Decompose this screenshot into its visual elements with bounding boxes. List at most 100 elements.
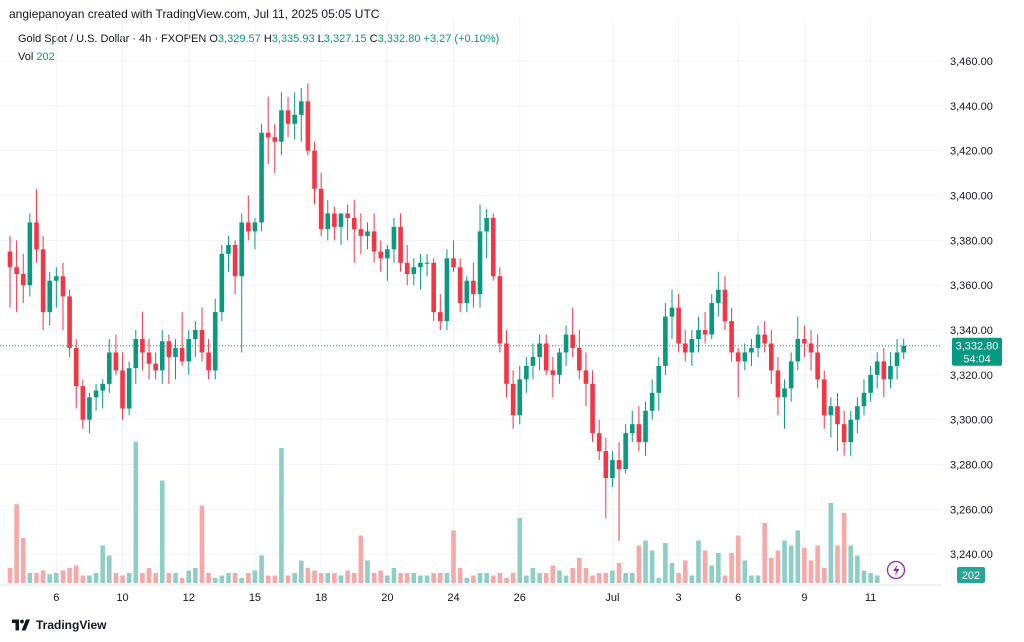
volume-bar (451, 530, 456, 583)
volume-bar (709, 565, 715, 583)
candle-body (570, 334, 575, 348)
candlestick (583, 352, 589, 407)
candlestick (689, 330, 695, 366)
volume-bar (279, 448, 284, 583)
candle-body (93, 390, 99, 398)
time-tick-label: 12 (183, 592, 195, 604)
candlestick (40, 235, 46, 331)
candlestick (140, 312, 145, 371)
candlestick (451, 240, 456, 272)
candlestick (596, 419, 602, 461)
volume-bar (669, 563, 675, 583)
candlestick (298, 87, 304, 142)
price-tick-label: 3,380.00 (950, 235, 993, 247)
price-tick-label: 3,360.00 (950, 280, 993, 292)
candlestick (550, 356, 556, 398)
volume-bar (524, 575, 529, 583)
tradingview-brand: TradingView (36, 618, 107, 632)
candlestick (265, 96, 271, 165)
price-tick-label: 3,440.00 (950, 101, 993, 113)
candle-body (663, 316, 668, 366)
candle-body (755, 334, 761, 348)
candlestick (411, 258, 417, 286)
candle-body (543, 343, 549, 371)
volume-bar (73, 565, 79, 583)
candle-body (378, 251, 384, 259)
volume-bar (371, 573, 377, 583)
candlestick (318, 173, 324, 236)
candle-body (808, 343, 814, 353)
candlestick (477, 204, 483, 308)
tradingview-logo-icon (12, 619, 30, 631)
candle-body (596, 433, 602, 452)
volume-bar (782, 540, 787, 583)
time-tick-label: 3 (676, 592, 682, 604)
volume-bar (821, 568, 827, 583)
volume-bar (510, 573, 516, 583)
candle-body (305, 101, 311, 151)
volume-bar (623, 573, 628, 583)
volume-bar (610, 570, 615, 583)
candlestick (821, 370, 827, 429)
candlestick (623, 424, 628, 474)
volume-bar (265, 575, 271, 583)
volume-bar (100, 545, 105, 583)
candlestick (616, 442, 622, 541)
volume-bar (166, 573, 172, 583)
volume-bar (543, 573, 549, 583)
candlestick (100, 379, 105, 409)
volume-bar (206, 573, 211, 583)
candle-body (855, 406, 860, 420)
candle-body (557, 352, 562, 375)
candle-body (616, 460, 622, 470)
volume-bar (874, 575, 880, 583)
candle-body (901, 345, 906, 353)
candlestick (497, 267, 503, 353)
candle-body (504, 343, 509, 384)
candle-body (603, 451, 609, 479)
candlestick (87, 392, 92, 434)
volume-bar (643, 540, 648, 583)
symbol-title[interactable]: Gold Spot / U.S. Dollar · 4h · FXOPEN (18, 33, 207, 45)
candle-body (193, 330, 198, 340)
candle-body (524, 365, 529, 380)
candle-body (775, 370, 781, 398)
candlestick (199, 307, 205, 362)
candlestick (272, 123, 278, 174)
candlestick (371, 213, 377, 263)
candle-body (477, 231, 483, 295)
candle-body (246, 222, 251, 232)
volume-bar (676, 573, 681, 583)
volume-bar (404, 573, 410, 583)
time-tick-label: 26 (514, 592, 526, 604)
candlestick (358, 213, 364, 254)
change-value: +3.27 (+0.10%) (423, 33, 500, 45)
candlestick (835, 392, 840, 452)
tradingview-footer[interactable]: TradingView (12, 618, 106, 632)
candle-body (365, 231, 370, 236)
candle-body (782, 388, 787, 398)
candlestick (351, 200, 357, 263)
high-value: 3,335.93 (271, 33, 315, 45)
volume-bar (802, 548, 807, 583)
candlestick (636, 406, 642, 452)
volume-bar (649, 550, 655, 583)
volume-bar (438, 573, 443, 583)
candle-body (34, 222, 39, 250)
candle-body (643, 410, 648, 443)
volume-bar (636, 545, 642, 583)
volume-bar (398, 573, 403, 583)
volume-value: 202 (36, 51, 55, 63)
volume-bar (193, 568, 198, 583)
candle-body (14, 267, 19, 274)
candle-body (351, 217, 357, 230)
candlestick (537, 334, 542, 371)
candle-body (312, 150, 317, 189)
volume-label[interactable]: Vol (18, 51, 34, 63)
volume-bar (868, 573, 873, 583)
volume-bar (815, 545, 820, 583)
alert-icon[interactable] (886, 560, 906, 580)
volume-tag-value: 202 (962, 570, 980, 582)
candlestick (769, 330, 774, 384)
